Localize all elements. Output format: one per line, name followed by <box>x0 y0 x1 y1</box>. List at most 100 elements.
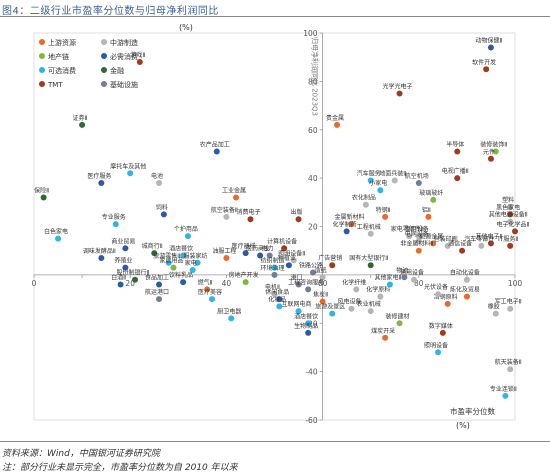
data-point <box>377 293 384 300</box>
data-point <box>194 259 201 266</box>
top-rule <box>0 16 550 17</box>
point-label: 港口 <box>291 274 303 282</box>
point-label: 电池 <box>151 172 163 180</box>
legend-label: 上游资源 <box>48 38 76 47</box>
data-point <box>492 148 499 155</box>
data-point <box>165 259 172 266</box>
point-label: 光伏设备 <box>424 283 448 291</box>
point-label: 广告营销 <box>318 254 342 262</box>
data-point <box>208 296 215 303</box>
data-point <box>367 177 374 184</box>
data-point <box>454 148 461 155</box>
data-point <box>507 211 514 218</box>
data-point <box>309 269 316 276</box>
data-point <box>391 177 398 184</box>
data-point <box>396 320 403 327</box>
data-point <box>463 293 470 300</box>
data-point <box>502 392 509 399</box>
point-label: 家电零部件Ⅱ <box>391 225 424 233</box>
data-point <box>463 276 470 283</box>
data-point <box>184 233 191 240</box>
data-point <box>329 262 336 269</box>
data-point <box>507 242 514 249</box>
data-point <box>377 187 384 194</box>
x-tick-label: 20 <box>125 279 135 288</box>
point-label: 股份制银行Ⅱ <box>117 269 150 277</box>
y-tick-label: 100 <box>303 29 318 38</box>
data-point <box>319 274 326 281</box>
data-point <box>348 221 355 228</box>
y-axis-title: 归母净利润同比 2023Q3 <box>311 37 320 116</box>
point-label: 非金属材料Ⅱ <box>400 240 433 248</box>
legend-label: 基础设施 <box>110 80 138 89</box>
data-point <box>136 59 143 66</box>
data-point <box>271 264 278 271</box>
point-label: 冶钢原料 <box>434 293 458 301</box>
data-point <box>305 286 312 293</box>
point-label: 证券Ⅱ <box>73 114 88 122</box>
point-label: 食品加工 <box>145 274 169 282</box>
data-point <box>223 254 230 261</box>
data-point <box>348 305 355 312</box>
point-label: 农业机械 <box>357 300 381 308</box>
point-label: 休闲食品 <box>265 288 289 296</box>
point-label: 白色家电 <box>44 228 68 236</box>
data-point <box>276 296 283 303</box>
data-point <box>415 233 422 240</box>
point-label: 旅游及景区 <box>315 303 345 311</box>
point-label: 种植业 <box>278 254 296 262</box>
point-label: 农产品加工 <box>200 141 230 149</box>
x-tick-label: 60 <box>318 279 328 288</box>
point-label: 服装家纺 <box>184 252 208 260</box>
point-label: 通用设备 <box>400 269 424 277</box>
point-label: 小家电 <box>369 179 387 187</box>
data-point <box>122 245 129 252</box>
legend-label: 中游制造 <box>110 38 138 47</box>
point-label: 贵金属 <box>326 114 344 122</box>
data-point <box>459 247 466 254</box>
legend-swatch <box>39 81 45 87</box>
data-point <box>396 90 403 97</box>
point-label: 国有大型银行Ⅱ <box>349 254 388 262</box>
legend-swatch <box>39 53 45 59</box>
legend-label: 可选消费 <box>48 66 76 75</box>
data-point <box>454 175 461 182</box>
data-point <box>425 213 432 220</box>
point-label: 电机Ⅱ <box>265 283 280 291</box>
point-label: 油服工程 <box>212 247 236 255</box>
data-point <box>305 329 312 336</box>
data-point <box>281 245 288 252</box>
point-label: 自动化设备 <box>450 269 480 277</box>
data-point <box>242 250 249 257</box>
data-point <box>367 262 374 269</box>
data-point <box>382 334 389 341</box>
data-point <box>170 264 177 271</box>
data-point <box>295 216 302 223</box>
legend-swatch <box>39 39 45 45</box>
data-point <box>233 194 240 201</box>
point-label: 照明设备Ⅱ <box>278 249 305 257</box>
point-label: 元件 <box>483 148 495 156</box>
point-label: 电视广播Ⅱ <box>442 167 469 175</box>
data-point <box>507 366 514 373</box>
legend-swatch <box>101 39 107 45</box>
point-label: 通信设备 <box>448 240 472 248</box>
point-label: 互联网电商 <box>282 300 312 308</box>
point-label: 航天装备Ⅱ <box>495 358 522 366</box>
data-point <box>401 274 408 281</box>
data-point <box>386 281 393 288</box>
point-label: 汽车零部件 <box>464 235 494 243</box>
point-label: 数字媒体 <box>429 322 453 330</box>
point-label: 保险Ⅱ <box>34 186 49 194</box>
point-label: IT服务Ⅱ <box>498 235 518 243</box>
data-point <box>406 233 413 240</box>
data-point <box>117 281 124 288</box>
point-label: 饮料乳品 <box>169 271 193 279</box>
data-point <box>180 279 187 286</box>
data-point <box>415 247 422 254</box>
point-label: 生物制品 <box>294 322 318 330</box>
point-label: 工程咨询服务 <box>288 278 324 286</box>
x-tick-label: 40 <box>222 279 232 288</box>
y-tick-label: -60 <box>305 416 317 425</box>
